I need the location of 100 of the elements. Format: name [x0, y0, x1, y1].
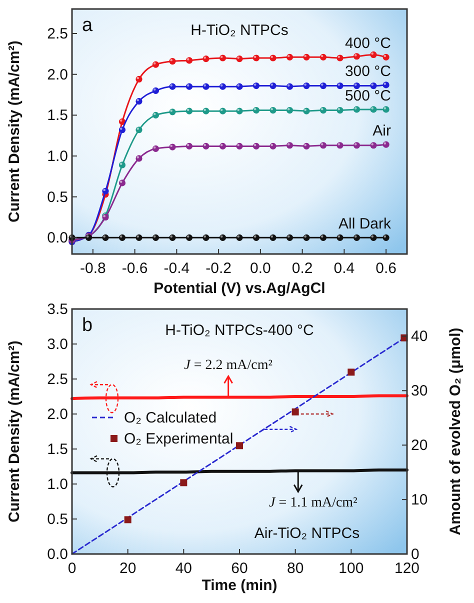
- legend-label: O₂ Calculated: [124, 410, 217, 426]
- point: [382, 106, 390, 113]
- point: [169, 83, 176, 90]
- point: [336, 142, 344, 149]
- annotation: J = 1.1 mA/cm²: [268, 496, 358, 511]
- point: [292, 408, 299, 416]
- y-axis-title: Current Density (mA/cm²): [6, 340, 23, 522]
- point: [169, 58, 176, 65]
- point: [136, 98, 142, 105]
- point: [286, 54, 294, 60]
- x-tick-label: -0.4: [164, 260, 190, 277]
- point: [353, 82, 360, 90]
- point: [118, 234, 126, 241]
- point: [118, 162, 126, 168]
- point: [320, 234, 327, 241]
- point: [219, 142, 226, 150]
- point: [186, 83, 193, 90]
- legend-label: O₂ Experimental: [124, 430, 234, 448]
- point: [303, 54, 310, 60]
- x-axis-title: Time (min): [202, 577, 278, 594]
- y2-tick-label: 10: [411, 492, 428, 509]
- point: [236, 234, 243, 241]
- point: [202, 56, 210, 62]
- annotation: J = 2.2 mA/cm²: [184, 358, 272, 374]
- point: [202, 108, 210, 114]
- y-tick-label: 3.0: [47, 336, 68, 353]
- y-tick-label: 1.5: [47, 107, 68, 124]
- y2-tick-label: 40: [411, 328, 428, 346]
- point: [136, 155, 142, 162]
- point: [270, 82, 276, 90]
- point: [186, 234, 193, 241]
- x-tick-label: 0.4: [334, 260, 355, 277]
- point: [236, 442, 243, 450]
- point: [336, 234, 344, 241]
- point: [348, 368, 355, 376]
- point: [152, 145, 160, 152]
- point: [286, 234, 294, 241]
- point: [320, 106, 327, 114]
- y-tick-label: 0.5: [47, 511, 68, 528]
- point: [382, 234, 390, 241]
- annotation: Air-TiO₂ NTPCs: [254, 525, 360, 542]
- point: [320, 142, 327, 149]
- y-axis-title: Current Density (mA/cm²): [6, 40, 23, 222]
- y-tick-label: 1.0: [47, 148, 68, 165]
- point: [202, 234, 210, 241]
- y2-axis-title: Amount of evolved O₂ (μmol): [447, 328, 464, 536]
- x-tick-label: -0.8: [80, 260, 106, 277]
- x-tick-label: 20: [119, 560, 136, 577]
- point: [303, 142, 310, 150]
- point: [219, 234, 226, 241]
- point: [180, 479, 188, 486]
- point: [303, 82, 310, 90]
- point: [152, 61, 160, 68]
- point: [169, 234, 176, 241]
- point: [236, 56, 243, 62]
- point: [186, 142, 193, 150]
- point: [303, 108, 310, 114]
- point: [252, 142, 260, 150]
- y-tick-label: 0.0: [47, 230, 68, 247]
- point: [270, 54, 276, 62]
- series-label: 500 °C: [344, 87, 392, 104]
- y2-tick-label: 0: [411, 546, 420, 563]
- point: [353, 53, 360, 60]
- point: [370, 234, 377, 241]
- y-tick-label: 1.5: [47, 441, 68, 458]
- y-tick-label: 1.0: [47, 476, 68, 493]
- point: [270, 234, 276, 241]
- point: [169, 144, 176, 150]
- point: [219, 108, 226, 114]
- x-tick-label: 80: [286, 560, 304, 577]
- series-label: 300 °C: [344, 62, 392, 80]
- x-tick-label: 0.2: [292, 260, 313, 277]
- point: [236, 83, 243, 90]
- y-tick-label: 2.0: [47, 66, 68, 84]
- point: [370, 51, 377, 58]
- point: [102, 188, 109, 194]
- series-label: Air: [372, 122, 391, 140]
- point: [202, 83, 210, 90]
- point: [382, 54, 390, 60]
- point: [270, 106, 276, 114]
- point: [219, 54, 226, 62]
- point: [152, 87, 160, 94]
- y-tick-label: 2.0: [47, 406, 68, 423]
- point: [169, 108, 176, 116]
- point: [336, 106, 344, 114]
- x-tick-label: -0.2: [206, 260, 232, 277]
- point: [353, 234, 360, 241]
- x-axis-title: Potential (V) vs.Ag/AgCl: [154, 280, 326, 297]
- point: [152, 234, 160, 241]
- point: [370, 142, 377, 149]
- point: [236, 142, 243, 150]
- x-tick-label: 60: [231, 560, 248, 577]
- x-tick-label: 100: [338, 560, 364, 577]
- point: [286, 106, 294, 114]
- x-tick-label: 40: [175, 560, 192, 577]
- point: [202, 142, 210, 150]
- x-tick-label: 0: [68, 560, 76, 577]
- point: [236, 108, 243, 114]
- y-tick-label: 3.5: [47, 301, 68, 318]
- x-tick-label: 0.0: [250, 260, 271, 277]
